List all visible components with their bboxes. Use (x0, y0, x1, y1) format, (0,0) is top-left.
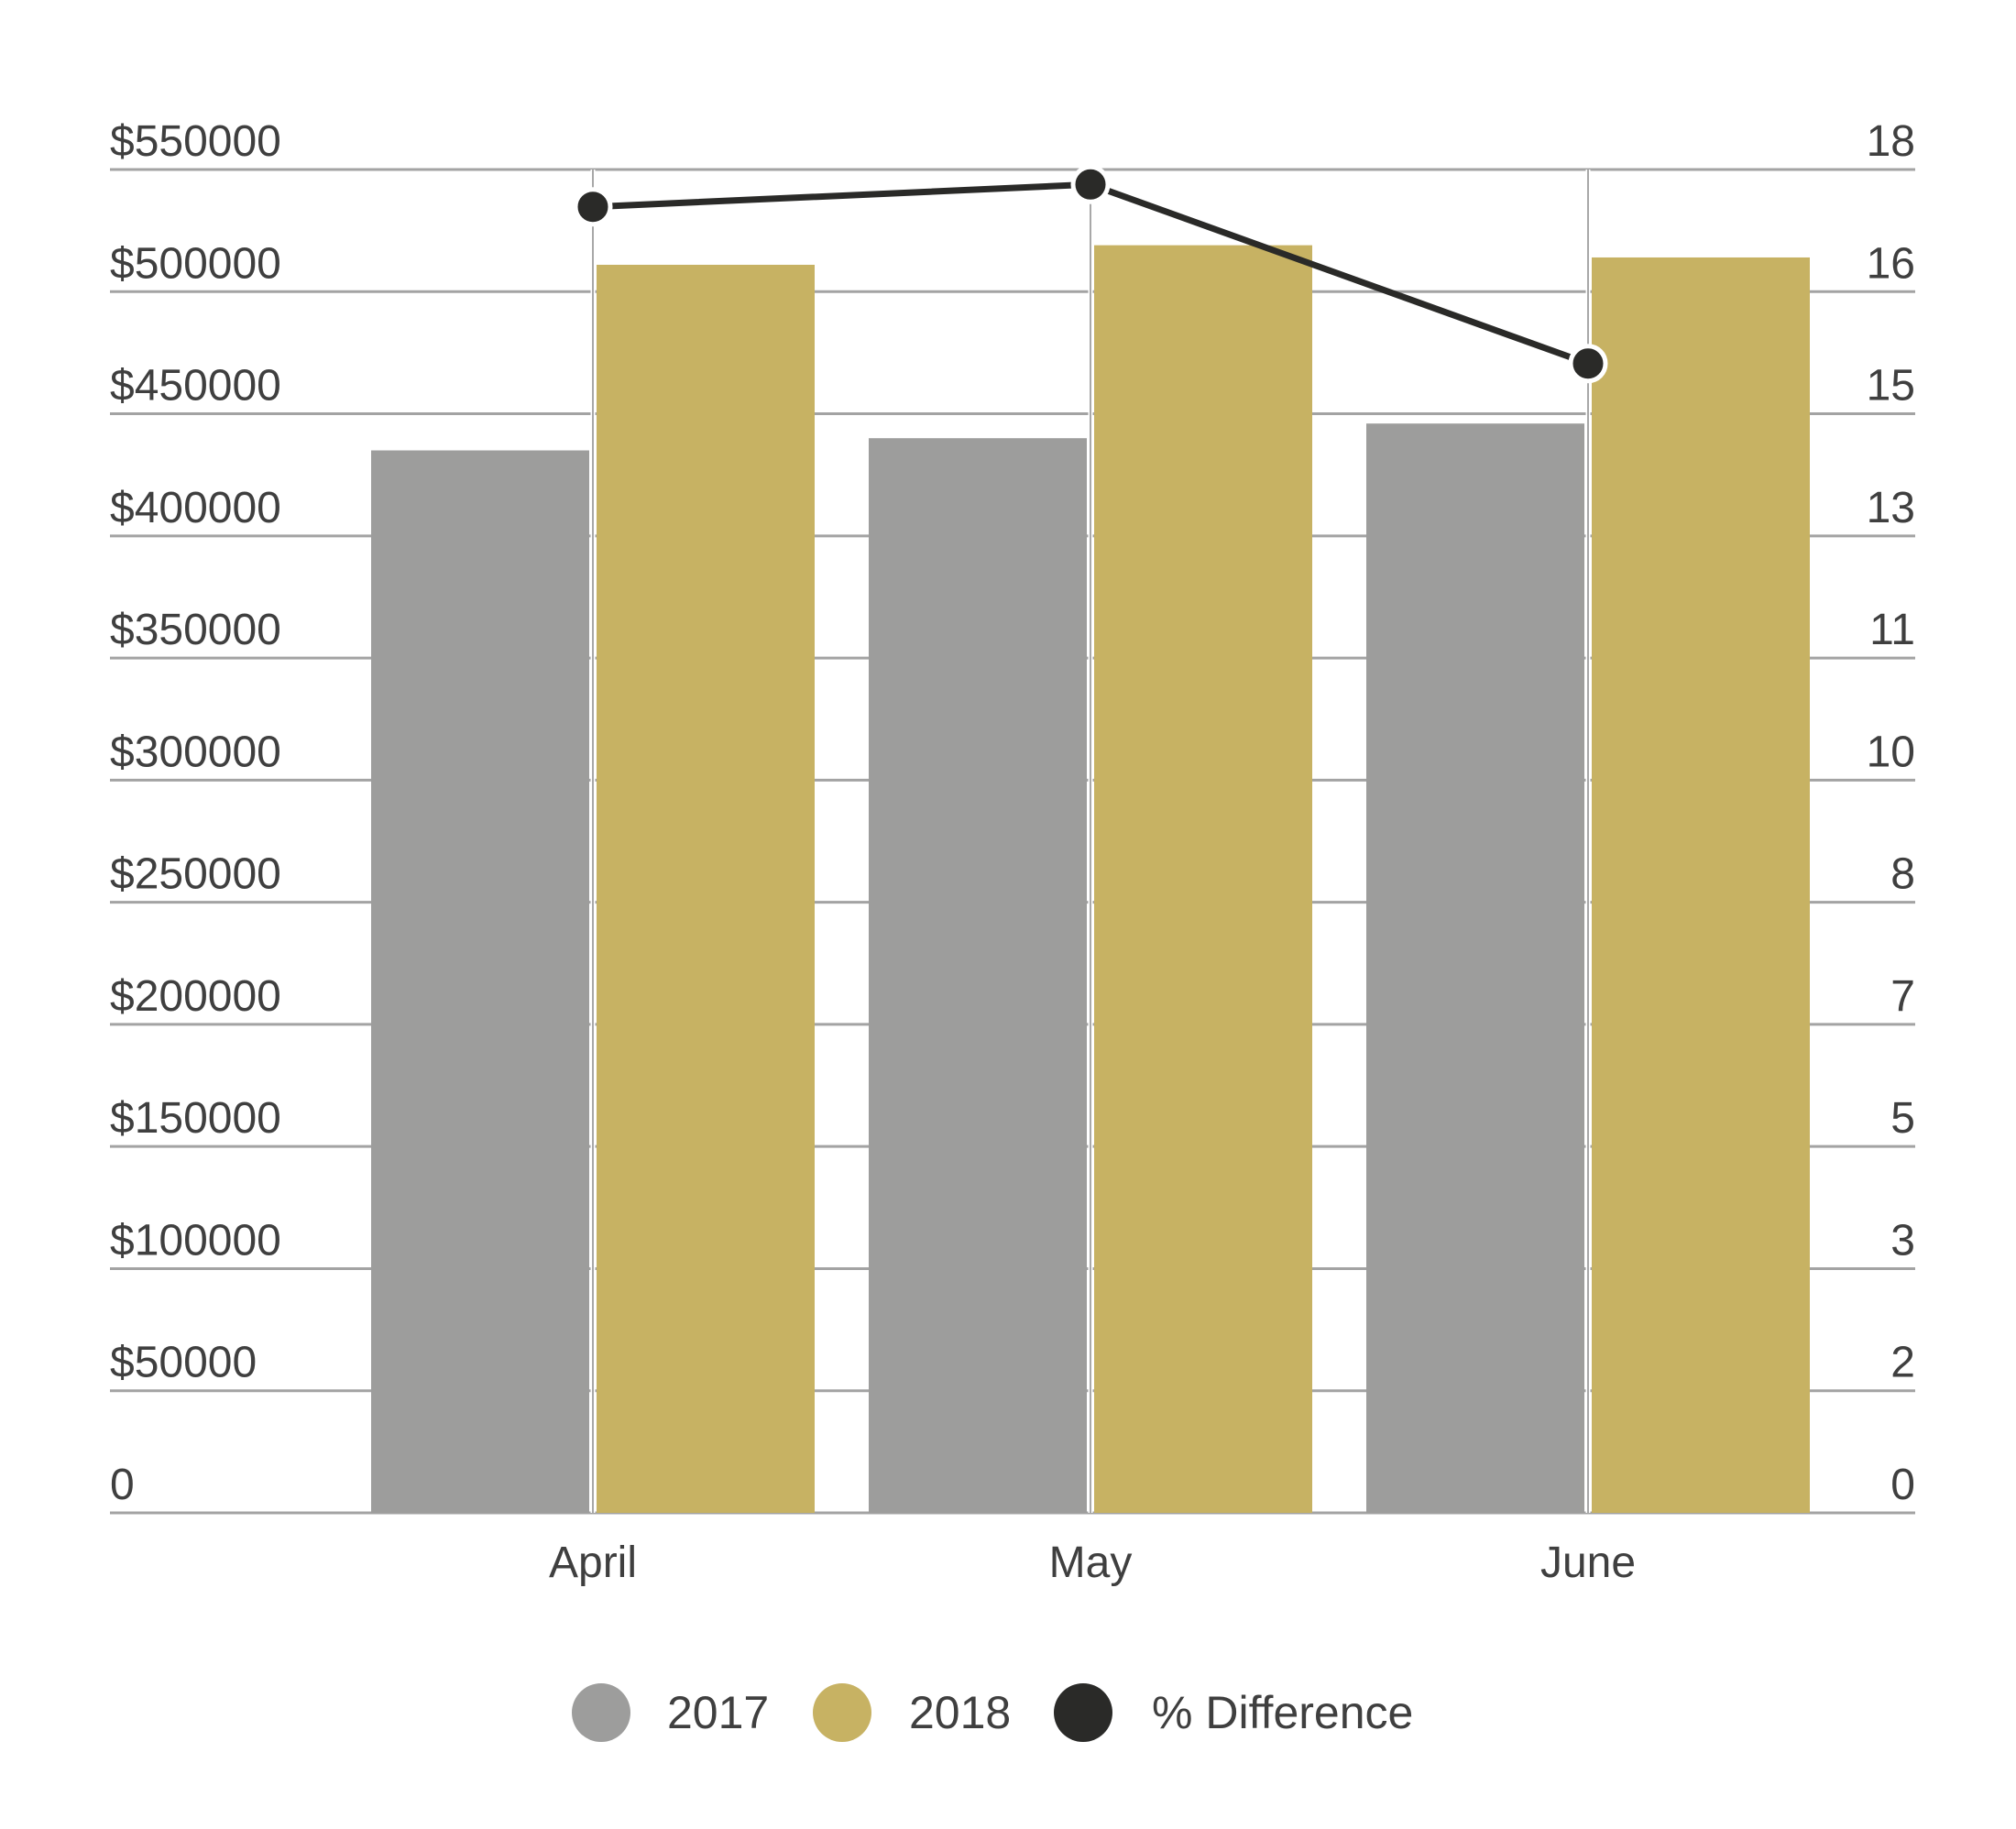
bar-2017-May (869, 438, 1087, 1514)
right-tick-label: 7 (1890, 972, 1915, 1021)
left-tick-label: $250000 (110, 850, 281, 899)
legend-label: % Difference (1152, 1687, 1413, 1738)
legend-swatch (813, 1683, 871, 1742)
x-tick-label: June (1540, 1539, 1636, 1587)
legend-label: 2017 (667, 1687, 769, 1738)
right-tick-label: 5 (1890, 1094, 1915, 1143)
left-tick-label: $150000 (110, 1094, 281, 1143)
bar-2017-June (1366, 423, 1584, 1513)
right-tick-label: 0 (1890, 1461, 1915, 1509)
bar-2018-June (1592, 257, 1810, 1514)
left-tick-label: $200000 (110, 972, 281, 1021)
percent-difference-line (573, 164, 1608, 384)
right-tick-label: 11 (1869, 606, 1915, 654)
legend-swatch (572, 1683, 630, 1742)
line-point-April (573, 187, 613, 227)
right-tick-label: 16 (1867, 239, 1915, 288)
bar-2018-May (1094, 245, 1312, 1513)
left-tick-label: $300000 (110, 728, 281, 776)
right-tick-label: 15 (1867, 362, 1915, 411)
bar-2017-April (371, 450, 589, 1513)
bar-2018-April (597, 264, 815, 1513)
left-tick-label: $500000 (110, 239, 281, 288)
right-tick-label: 3 (1890, 1216, 1915, 1265)
right-tick-label: 8 (1890, 850, 1915, 899)
left-tick-label: $100000 (110, 1216, 281, 1265)
left-tick-label: $550000 (110, 117, 281, 166)
category-lines (590, 170, 1591, 1513)
legend-label: 2018 (909, 1687, 1011, 1738)
left-tick-label: $450000 (110, 362, 281, 411)
right-tick-label: 10 (1867, 728, 1915, 776)
legend-swatch (1054, 1683, 1112, 1742)
right-tick-label: 18 (1867, 117, 1915, 166)
line-point-June (1568, 344, 1608, 384)
left-tick-label: $400000 (110, 484, 281, 532)
right-tick-label: 13 (1867, 484, 1915, 532)
left-tick-label: $50000 (110, 1339, 257, 1387)
line-point-May (1070, 164, 1111, 204)
x-tick-label: May (1049, 1539, 1133, 1587)
left-tick-label: $350000 (110, 606, 281, 654)
right-axis: 0 2 3 5 7 8 10 11 13 15 16 18 (1867, 117, 1915, 1509)
left-axis: 0 $50000 $100000 $150000 $200000 $250000 $3000… (110, 117, 281, 1509)
x-tick-label: April (549, 1539, 637, 1587)
right-tick-label: 2 (1890, 1339, 1915, 1387)
x-axis: April May June (549, 1539, 1636, 1587)
left-tick-label: 0 (110, 1461, 135, 1509)
legend: 2017 2018 % Difference (572, 1683, 1413, 1742)
bars (371, 245, 1810, 1514)
